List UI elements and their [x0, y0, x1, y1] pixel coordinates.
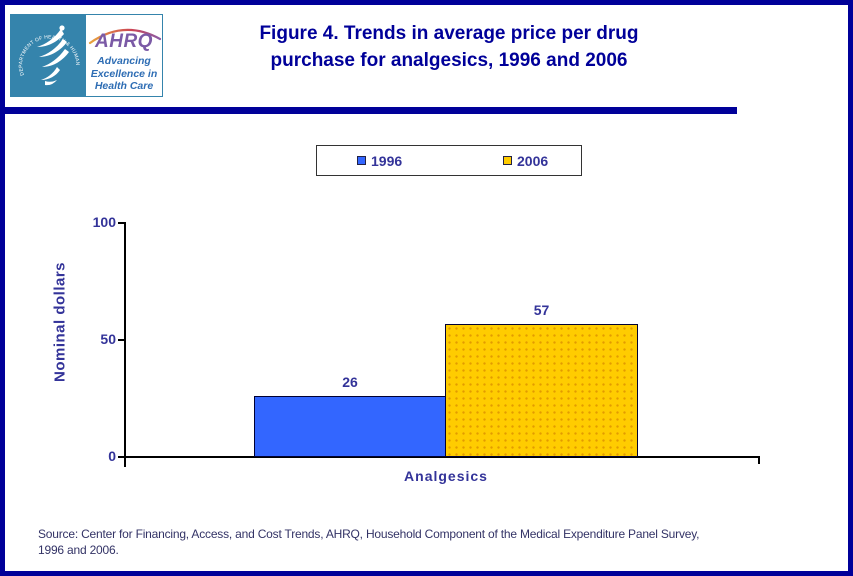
source-line1: Source: Center for Financing, Access, an… [38, 527, 700, 541]
figure-title: Figure 4. Trends in average price per dr… [160, 20, 738, 74]
legend-label-1996: 1996 [371, 152, 403, 169]
bar-value-1996: 26 [342, 374, 358, 390]
legend-item-2006: 2006 [503, 146, 548, 175]
y-axis-title: Nominal dollars [51, 261, 69, 383]
figure-title-line1: Figure 4. Trends in average price per dr… [259, 23, 639, 44]
x-axis-line [124, 456, 760, 458]
source-line2: 1996 and 2006. [38, 543, 119, 557]
legend-swatch-2006 [503, 156, 512, 165]
hhs-seal: DEPARTMENT OF HEALTH & HUMAN SERVICES • … [11, 15, 86, 96]
ahrq-hhs-logo: DEPARTMENT OF HEALTH & HUMAN SERVICES • … [10, 14, 163, 97]
x-axis-end-tick [758, 456, 760, 464]
legend-item-1996: 1996 [357, 146, 402, 175]
ahrq-tagline: Advancing Excellence in Health Care [90, 55, 158, 92]
header-divider-bar [5, 107, 737, 114]
ahrq-logo: AHRQ Advancing Excellence in Health Care [86, 15, 162, 96]
bar-1996 [254, 396, 446, 457]
x-category-label: Analgesics [404, 468, 488, 484]
source-note: Source: Center for Financing, Access, an… [38, 526, 838, 558]
y-tick-label-0: 0 [108, 448, 116, 464]
figure-title-line2: purchase for analgesics, 1996 and 2006 [270, 50, 628, 71]
hhs-eagle-icon: DEPARTMENT OF HEALTH & HUMAN SERVICES • … [11, 15, 80, 86]
bar-value-2006: 57 [533, 302, 550, 318]
y-axis-line [124, 222, 126, 467]
legend-label-2006: 2006 [517, 152, 549, 169]
chart-legend: 1996 2006 [316, 145, 582, 176]
y-tick-mark [118, 222, 125, 224]
bar-2006 [445, 324, 638, 457]
y-tick-mark [118, 456, 125, 458]
ahrq-arc-icon [88, 28, 162, 45]
ahrq-acronym: AHRQ [95, 31, 153, 52]
y-tick-label-100: 100 [92, 214, 116, 230]
y-tick-label-50: 50 [100, 331, 116, 347]
legend-swatch-1996 [357, 156, 366, 165]
y-tick-mark [118, 339, 125, 341]
